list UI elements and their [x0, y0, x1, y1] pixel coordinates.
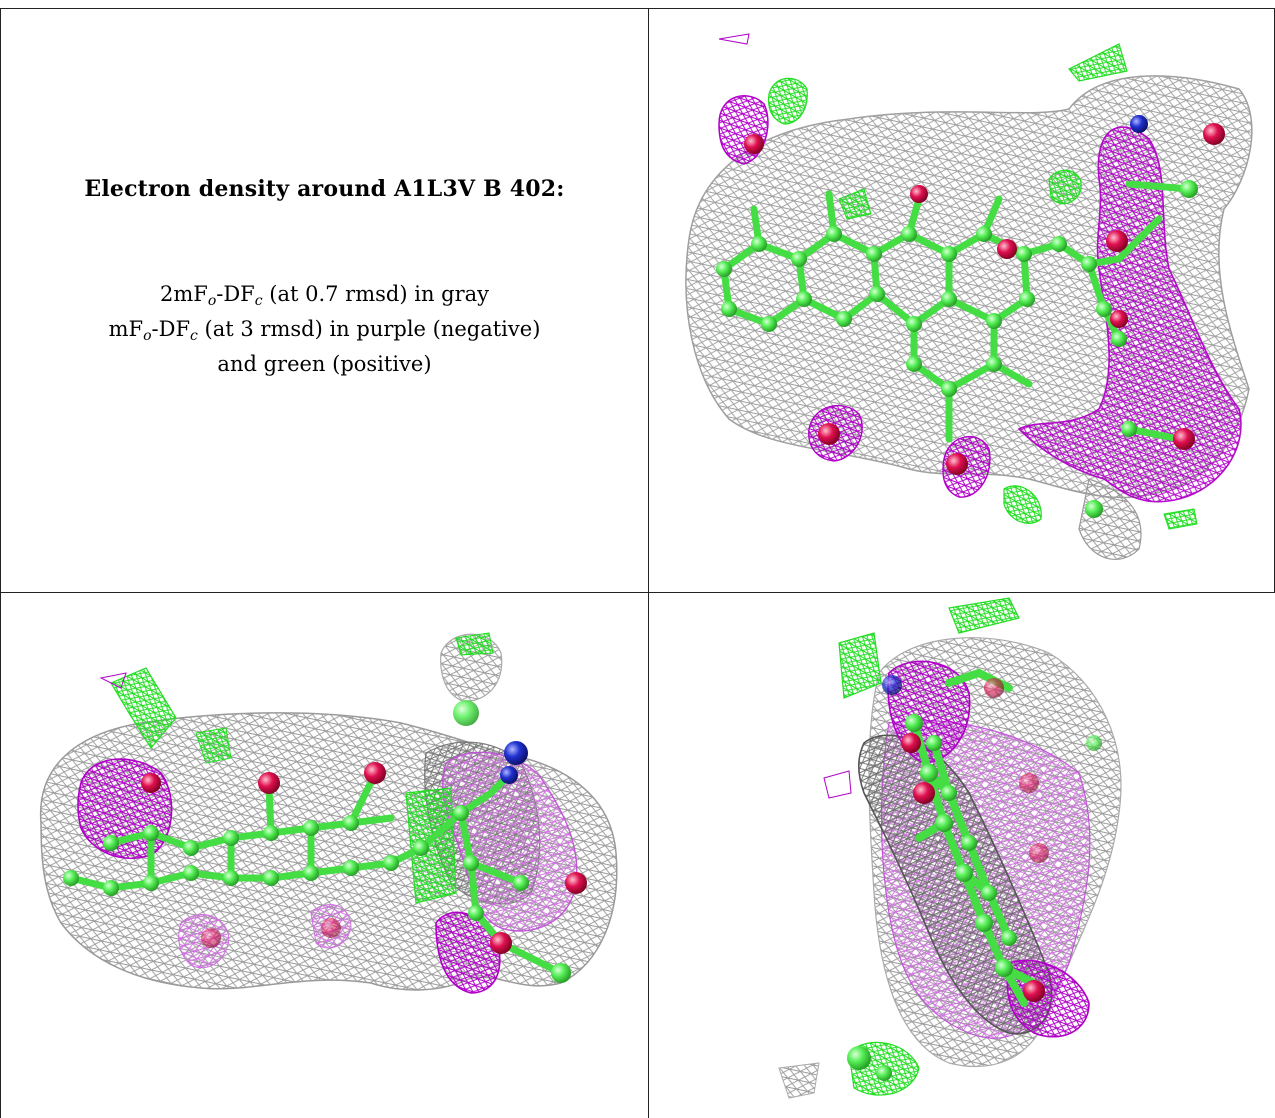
positive-density-3	[1048, 169, 1082, 205]
positive-density-5	[823, 770, 852, 799]
table-border-middle	[0, 592, 1275, 593]
negative-density-right-tube	[1017, 126, 1242, 503]
positive-density-7	[718, 33, 750, 45]
positive-density-1	[838, 632, 882, 699]
positive-density-4	[455, 632, 494, 656]
positive-density-2	[1068, 43, 1128, 82]
table-border-center	[648, 8, 649, 1118]
positive-density-6	[1163, 508, 1198, 530]
oxygen-atoms	[141, 762, 587, 954]
map-legend: 2mFo-DFc (at 0.7 rmsd) in gray mFo-DFc (…	[109, 280, 541, 378]
positive-density-1	[767, 77, 808, 125]
positive-density-3	[405, 787, 457, 904]
gray-density-tail	[1078, 478, 1142, 560]
density-view-bottom-right	[649, 593, 1274, 1118]
positive-density-1	[110, 667, 177, 750]
caption-cell: Electron density around A1L3V B 402: 2mF…	[1, 9, 648, 592]
negative-density-bottom	[435, 911, 501, 994]
density-view-top-right	[649, 9, 1274, 592]
oxygen-atoms	[901, 678, 1049, 1002]
nitrogen-atom	[1130, 115, 1148, 133]
density-view-bottom-left	[1, 593, 648, 1118]
nitrogen-atom	[882, 675, 902, 695]
nitrogen-atom-2	[500, 766, 518, 784]
carbon-atoms	[847, 714, 1102, 1081]
nitrogen-atom	[504, 741, 528, 765]
carbon-atoms	[63, 700, 571, 983]
positive-density-4	[838, 188, 872, 220]
oxygen-atoms	[744, 123, 1225, 475]
table-border-left	[0, 8, 1, 1118]
positive-density-4	[778, 1062, 820, 1099]
legend-line-positive: and green (positive)	[217, 352, 432, 376]
legend-line-2fofc: 2mFo-DFc (at 0.7 rmsd) in gray	[159, 282, 490, 309]
negative-density-left	[77, 758, 173, 860]
positive-density-2	[195, 727, 232, 764]
positive-density-2	[948, 597, 1020, 634]
legend-line-fofc: mFo-DFc (at 3 rmsd) in purple (negative)	[108, 317, 541, 344]
positive-density-5	[99, 672, 127, 689]
carbon-atoms	[716, 180, 1198, 518]
positive-density-5	[1003, 485, 1042, 524]
figure-heading: Electron density around A1L3V B 402:	[84, 176, 565, 202]
table-border-top	[0, 8, 1275, 9]
